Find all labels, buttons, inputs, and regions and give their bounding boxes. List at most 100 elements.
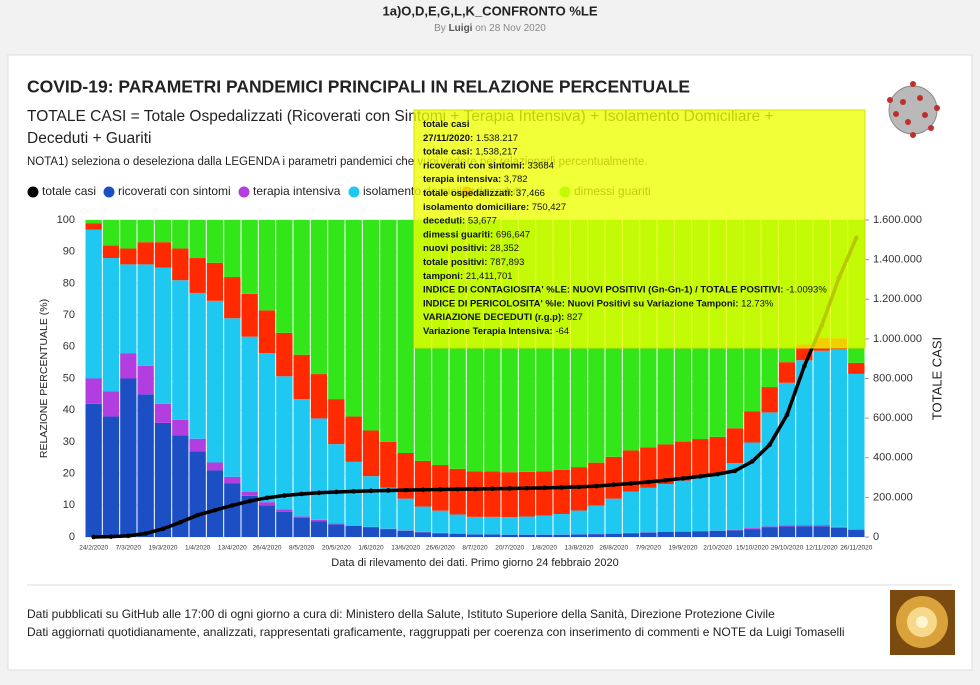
tooltip-label: tamponi: [423,270,463,281]
line-point [160,526,166,532]
y-tick-label: 100 [57,214,75,226]
bar-segment [761,526,778,528]
line-point [420,487,426,493]
bar-segment [172,419,189,436]
bar-segment [362,526,380,528]
x-axis-title: Data di rilevamento dei dati. Primo gior… [331,557,618,569]
line-point [334,489,339,495]
bar-segment [85,223,102,230]
bar-segment [310,521,328,537]
tooltip-label: totale casi [423,119,469,130]
x-tick-label: 13/4/2020 [218,545,247,552]
tooltip-value: 33684 [528,160,554,171]
line-point [715,471,720,477]
legend-label: terapia intensiva [253,184,341,198]
bar-segment [449,468,466,515]
x-tick-label: 26/6/2020 [426,545,455,552]
tooltip-value: 28,352 [490,243,519,254]
bar-segment [657,484,674,532]
bar-segment [120,220,137,249]
line-point [368,488,374,494]
y-tick-label: 30 [63,436,75,448]
bar-segment [137,220,154,243]
x-tick-label: 13/6/2020 [391,545,420,552]
x-tick-label: 15/10/2020 [736,545,769,552]
bar-segment [120,378,137,537]
tooltip-line: terapia intensiva: 3,782 [423,174,528,185]
bar-segment [813,526,830,537]
bar-segment [553,534,570,537]
tooltip-value: 750,427 [532,201,566,212]
y-tick-label: 60 [63,341,75,353]
tooltip-line: totale casi [423,119,469,130]
line-point [91,534,96,540]
bar-segment [744,411,761,443]
bar-segment [154,220,172,243]
bar-segment [241,491,258,496]
bar-segment [224,476,241,484]
bar-segment [154,267,172,404]
tooltip-label: nuovi positivi: [423,243,487,254]
line-point [438,487,443,492]
bar-segment [813,350,830,526]
bar-segment [761,387,778,413]
bar-segment [310,418,328,520]
tooltip-value: 53,677 [468,215,497,226]
line-point [143,531,148,536]
bar-segment [154,242,172,268]
bar-segment [397,452,414,499]
footer-line: Dati aggiornati quotidianamente, analizz… [27,625,845,639]
bar-segment [137,242,154,265]
line-point [247,498,252,504]
bar-segment [830,349,848,527]
bar-segment [345,525,362,537]
line-point [126,533,131,539]
line-point [282,493,287,498]
bar-segment [709,530,726,537]
bar-segment [328,444,345,524]
bar-segment [276,332,293,377]
bar-segment [293,517,310,537]
bar-segment [726,529,744,531]
bar-segment [154,422,172,537]
x-tick-label: 24/2/2020 [79,545,108,552]
bar-segment [120,264,137,354]
bar-segment [761,527,778,537]
bar-segment [553,469,570,515]
bar-segment [397,498,414,531]
y2-tick-label: 1.000.000 [873,333,922,345]
bar-segment [848,373,865,530]
tooltip-line: tamponi: 21,411,701 [423,270,513,281]
bar-segment [241,293,258,337]
bar-segment [328,220,345,400]
bar-segment [674,480,692,532]
tooltip-value: 37,466 [516,188,545,199]
y-tick-label: 10 [63,499,75,511]
bar-segment [726,463,744,530]
line-point [802,363,807,369]
bar-segment [588,534,605,537]
bar-segment [432,510,449,533]
bar-segment [258,220,276,311]
x-tick-label: 1/4/2020 [185,545,211,552]
bar-segment [466,471,484,517]
line-point [351,489,356,494]
byline-author[interactable]: Luigi [449,23,473,34]
bar-segment [397,530,414,537]
tooltip-line: nuovi positivi: 28,352 [423,243,519,254]
x-tick-label: 1/8/2020 [532,545,558,552]
bar-segment [692,439,709,478]
bar-segment [466,516,484,535]
tooltip-value: 21,411,701 [466,270,513,281]
bar-segment [397,220,414,453]
bar-segment [518,516,536,535]
x-tick-label: 8/7/2020 [462,545,488,552]
bar-segment [85,220,102,224]
bar-segment [206,300,224,463]
tooltip-label: INDICE DI PERICOLOSITA' %le: Nuovi Posit… [423,298,738,309]
tooltip-label: terapia intensiva: [423,174,501,185]
tooltip-label: 27/11/2020: [423,132,473,143]
y-tick-label: 40 [63,404,75,416]
bar-segment [189,220,206,259]
y2-tick-label: 0 [873,531,879,543]
